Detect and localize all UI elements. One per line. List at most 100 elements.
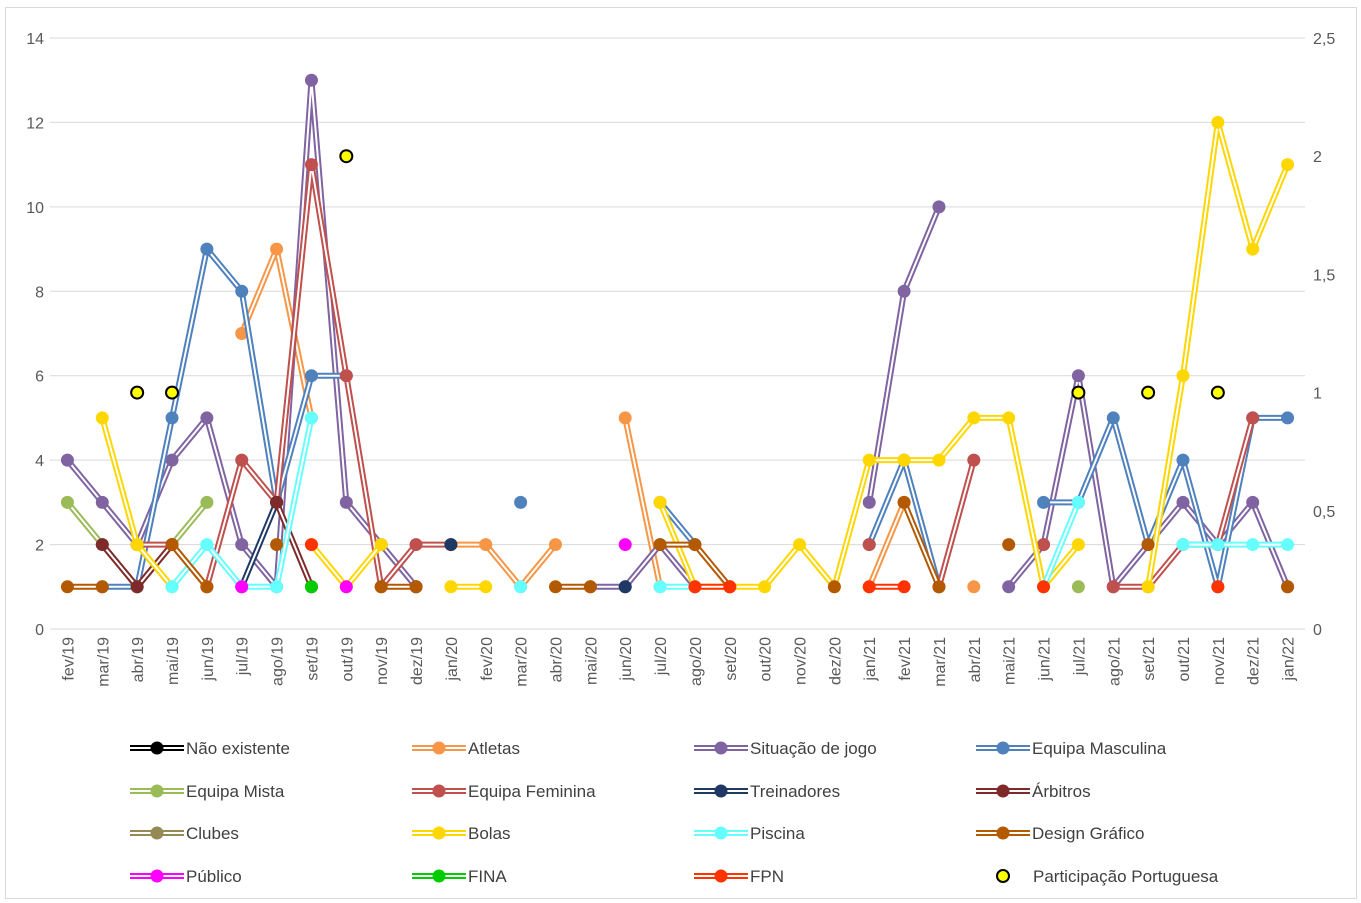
- data-point: [235, 284, 249, 298]
- data-point: [165, 385, 180, 400]
- legend-marker: [996, 826, 1010, 840]
- data-point: [95, 538, 109, 552]
- y-tick-label: 2: [35, 538, 44, 555]
- x-tick-label: nov/21: [1211, 637, 1228, 685]
- series-line-inner: [275, 501, 313, 588]
- data-point: [1246, 242, 1260, 256]
- data-point: [1071, 538, 1085, 552]
- legend-label: FPN: [750, 867, 784, 886]
- data-point: [1037, 538, 1051, 552]
- data-point: [967, 453, 981, 467]
- data-point: [1141, 385, 1156, 400]
- y2-tick-label: 0,5: [1313, 504, 1335, 521]
- y-tick-label: 14: [26, 31, 44, 48]
- data-point: [548, 538, 562, 552]
- legend-marker: [432, 869, 446, 883]
- y-tick-label: 8: [35, 284, 44, 301]
- x-tick-label: set/19: [304, 637, 321, 681]
- x-tick-label: dez/21: [1246, 637, 1263, 685]
- legend-item: Equipa Masculina: [976, 739, 1167, 758]
- legend-item: Atletas: [412, 739, 520, 758]
- data-point: [270, 538, 284, 552]
- y-tick-label: 12: [26, 115, 44, 132]
- legend-item: FINA: [412, 867, 507, 886]
- data-point: [932, 453, 946, 467]
- data-point: [1141, 580, 1155, 594]
- data-point: [339, 369, 353, 383]
- series-line-inner: [937, 459, 975, 588]
- data-point: [583, 580, 597, 594]
- legend-label: Equipa Feminina: [468, 782, 596, 801]
- data-point: [304, 538, 318, 552]
- chart-area: [5, 7, 1357, 899]
- data-point: [60, 580, 74, 594]
- data-point: [618, 411, 632, 425]
- legend-item: FPN: [694, 867, 784, 886]
- data-point: [618, 538, 632, 552]
- data-point: [1071, 580, 1085, 594]
- data-point: [270, 242, 284, 256]
- legend-label: Treinadores: [750, 782, 840, 801]
- data-point: [1037, 580, 1051, 594]
- data-point: [1176, 538, 1190, 552]
- data-point: [688, 538, 702, 552]
- data-point: [1071, 385, 1086, 400]
- data-point: [374, 580, 388, 594]
- data-point: [339, 495, 353, 509]
- data-point: [1037, 495, 1051, 509]
- series: [235, 538, 632, 594]
- series-line-inner: [903, 501, 940, 588]
- x-tick-label: jul/21: [1071, 637, 1088, 676]
- data-point: [304, 158, 318, 172]
- x-tick-label: mar/21: [932, 637, 949, 687]
- y2-tick-label: 2,5: [1313, 31, 1335, 48]
- data-point: [165, 453, 179, 467]
- data-point: [165, 411, 179, 425]
- data-point: [1211, 115, 1225, 129]
- series: [95, 115, 1295, 594]
- data-point: [130, 580, 144, 594]
- data-point: [270, 580, 284, 594]
- legend-marker: [432, 741, 446, 755]
- data-point: [235, 327, 249, 340]
- x-tick-label: fev/20: [479, 637, 496, 681]
- data-point: [862, 580, 876, 594]
- data-point: [1176, 495, 1190, 509]
- data-point: [897, 495, 911, 509]
- data-point: [165, 580, 179, 594]
- legend-label: Design Gráfico: [1032, 824, 1144, 843]
- x-tick-label: ago/20: [688, 637, 705, 686]
- data-point: [479, 580, 493, 594]
- plot-series: [60, 73, 1295, 594]
- data-point: [130, 538, 144, 552]
- data-point: [95, 495, 109, 509]
- data-point: [1211, 580, 1225, 594]
- legend-item: Treinadores: [694, 782, 840, 801]
- x-tick-label: nov/20: [793, 637, 810, 685]
- y-tick-label: 6: [35, 369, 44, 386]
- series: [60, 495, 1295, 594]
- data-point: [304, 73, 318, 87]
- data-point: [200, 495, 214, 509]
- data-point: [1106, 411, 1120, 425]
- y-axis-right: 0 0,5 1 1,5 2 2,5: [1313, 31, 1335, 639]
- legend-label: Público: [186, 867, 242, 886]
- data-point: [1071, 369, 1085, 383]
- x-tick-label: jan/20: [444, 637, 461, 682]
- data-point: [793, 538, 807, 552]
- data-point: [200, 242, 214, 256]
- data-point: [758, 580, 772, 594]
- data-point: [1002, 580, 1016, 594]
- legend-label: Participação Portuguesa: [1033, 867, 1219, 886]
- y-tick-label: 0: [35, 622, 44, 639]
- series: [304, 538, 1225, 594]
- legend-label: Bolas: [468, 824, 511, 843]
- data-point: [1246, 411, 1260, 425]
- series-line-inner: [240, 501, 278, 588]
- legend-marker: [432, 826, 446, 840]
- x-tick-label: mai/19: [165, 637, 182, 685]
- series-line-inner: [1042, 501, 1080, 588]
- data-point: [897, 453, 911, 467]
- x-tick-label: abr/19: [130, 637, 147, 682]
